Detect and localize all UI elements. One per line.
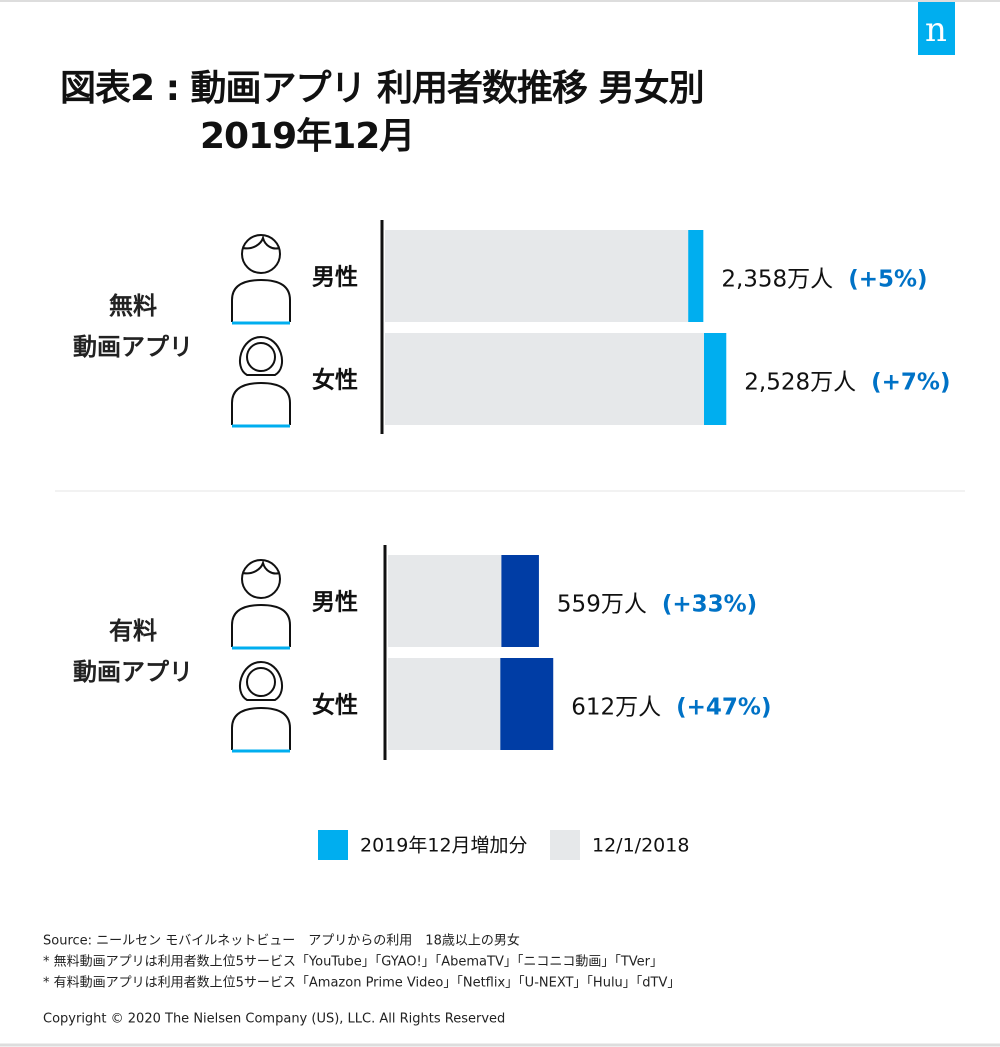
source: Source: ニールセン モバイルネットビュー アプリからの利用 18歳以上の… xyxy=(43,933,520,949)
group-label: 有料 xyxy=(109,617,157,645)
total-label: 2,358万人 xyxy=(721,267,833,293)
head xyxy=(246,667,276,697)
group-label: 動画アプリ xyxy=(73,658,193,686)
legend-swatch xyxy=(318,830,348,860)
bar-segment xyxy=(388,555,502,647)
group-label: 無料 xyxy=(109,292,157,320)
category-label: 男性 xyxy=(312,590,358,616)
change-label: (+47%) xyxy=(676,695,771,721)
female-icon xyxy=(231,335,291,428)
total-label: 559万人 xyxy=(557,592,647,618)
total-label: 612万人 xyxy=(571,695,661,721)
hair xyxy=(242,559,280,575)
logo: n xyxy=(925,10,947,50)
group-label: 動画アプリ xyxy=(73,333,193,361)
copyright: Copyright © 2020 The Nielsen Company (US… xyxy=(43,1012,505,1027)
legend-swatch xyxy=(550,830,580,860)
body xyxy=(231,706,291,750)
bar-segment xyxy=(500,658,554,750)
category-label: 女性 xyxy=(312,367,358,394)
body xyxy=(231,278,291,322)
female-icon xyxy=(231,660,291,753)
category-label: 女性 xyxy=(312,692,358,719)
change-label: (+7%) xyxy=(871,370,950,396)
note: * 無料動画アプリは利用者数上位5サービス「YouTube」「GYAO!」「Ab… xyxy=(43,955,663,970)
bar-segment xyxy=(501,555,539,647)
head xyxy=(246,342,276,372)
hair xyxy=(238,335,284,376)
hair xyxy=(242,234,280,250)
change-label: (+33%) xyxy=(662,592,757,618)
hair xyxy=(238,660,284,701)
legend-label: 12/1/2018 xyxy=(592,835,689,857)
male-icon xyxy=(231,234,291,325)
male-icon xyxy=(231,559,291,650)
bar-segment xyxy=(385,230,689,322)
title-line-2: 2019年12月 xyxy=(200,116,414,157)
logo-box xyxy=(918,2,955,55)
head xyxy=(241,234,281,274)
bar-segment xyxy=(388,658,501,750)
bar-segment xyxy=(688,230,704,322)
head xyxy=(241,559,281,599)
change-label: (+5%) xyxy=(848,267,927,293)
title: 図表2 : 動画アプリ 利用者数推移 男女別 xyxy=(60,68,704,109)
legend-label: 2019年12月増加分 xyxy=(360,835,528,857)
note: * 有料動画アプリは利用者数上位5サービス「Amazon Prime Video… xyxy=(43,976,680,991)
total-label: 2,528万人 xyxy=(744,370,856,396)
bar-segment xyxy=(704,333,727,425)
body xyxy=(231,603,291,647)
bar-segment xyxy=(385,333,705,425)
category-label: 男性 xyxy=(312,265,358,291)
body xyxy=(231,381,291,425)
